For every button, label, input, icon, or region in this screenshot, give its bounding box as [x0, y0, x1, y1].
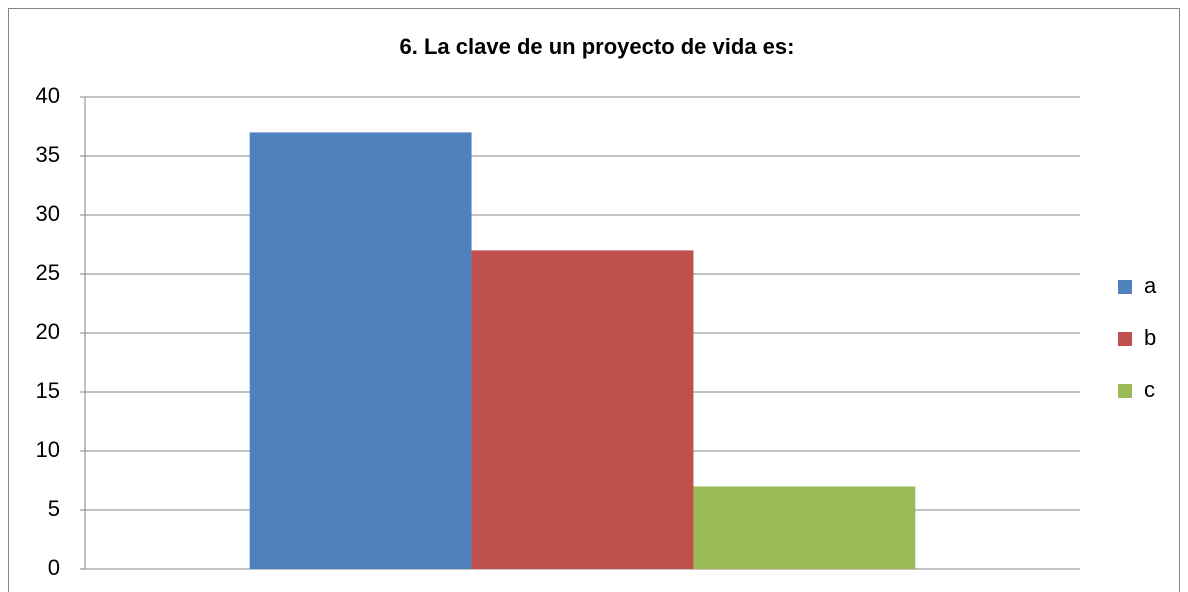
bar	[471, 250, 694, 569]
legend-label: b	[1144, 325, 1156, 350]
legend-label: c	[1144, 377, 1155, 402]
y-tick-label: 20	[36, 319, 60, 344]
y-tick-label: 25	[36, 260, 60, 285]
y-tick-label: 10	[36, 437, 60, 462]
legend-swatch	[1118, 332, 1132, 346]
y-tick-label: 40	[36, 83, 60, 108]
chart-border	[8, 8, 1180, 592]
legend-swatch	[1118, 384, 1132, 398]
bar	[249, 132, 472, 569]
bar	[693, 486, 916, 569]
legend-swatch	[1118, 280, 1132, 294]
y-tick-label: 30	[36, 201, 60, 226]
legend-label: a	[1144, 273, 1157, 298]
chart-title: 6. La clave de un proyecto de vida es:	[400, 34, 795, 59]
y-tick-label: 0	[48, 555, 60, 580]
y-tick-label: 5	[48, 496, 60, 521]
y-tick-label: 15	[36, 378, 60, 403]
y-tick-label: 35	[36, 142, 60, 167]
